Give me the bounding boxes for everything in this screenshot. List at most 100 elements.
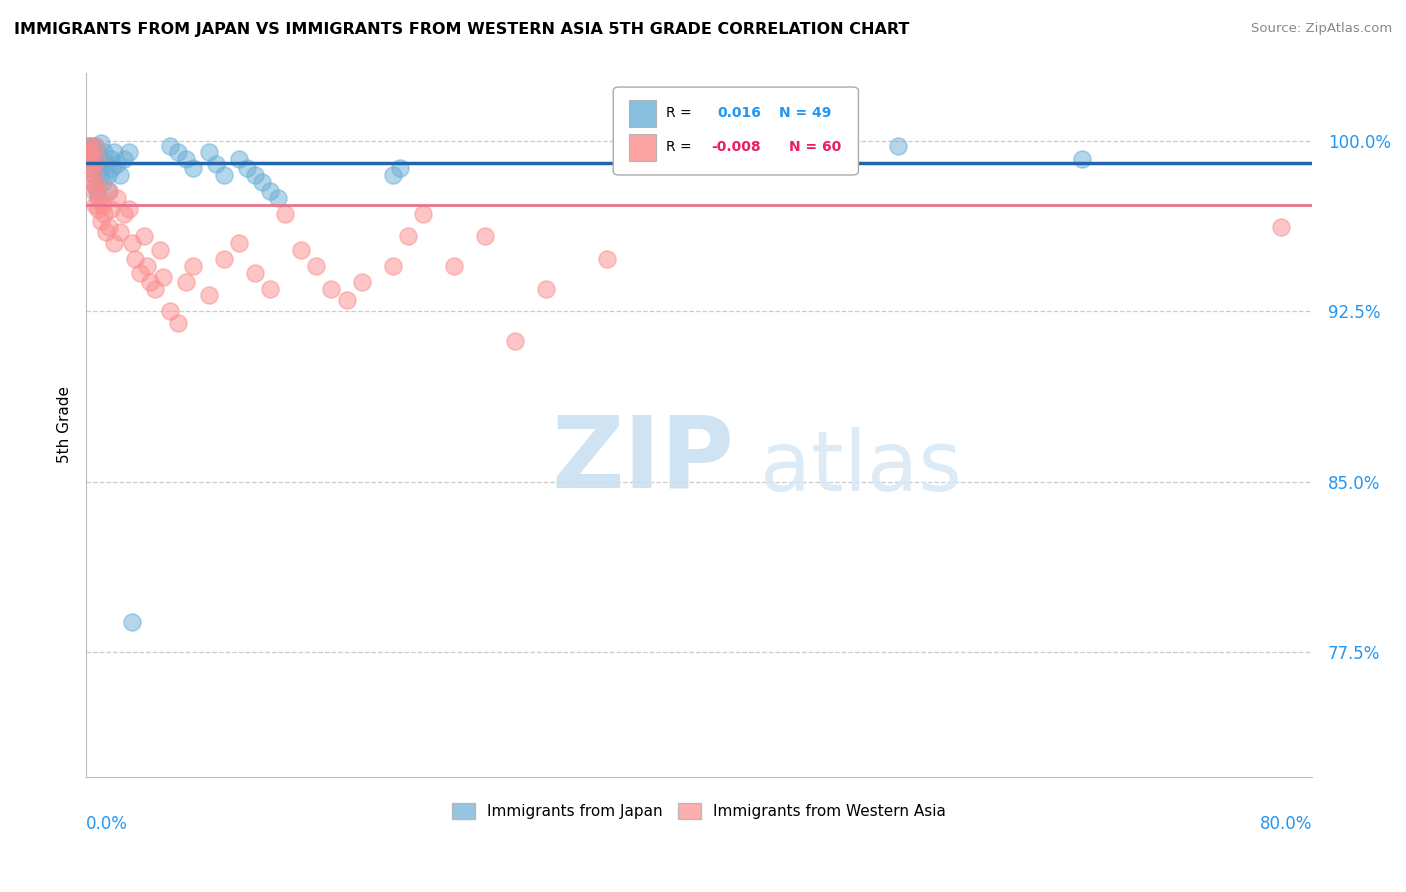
Point: [100, 202, 122, 216]
Point: [83, 184, 105, 198]
Point: [93, 207, 115, 221]
Point: [84, 179, 107, 194]
Bar: [628, 134, 657, 161]
Point: [167, 316, 190, 330]
Point: [86, 145, 108, 160]
Text: N = 60: N = 60: [789, 140, 841, 153]
Point: [84, 197, 107, 211]
Point: [96, 168, 118, 182]
Point: [887, 138, 910, 153]
Text: R =: R =: [666, 140, 696, 153]
Legend: Immigrants from Japan, Immigrants from Western Asia: Immigrants from Japan, Immigrants from W…: [446, 797, 952, 825]
Point: [91, 175, 114, 189]
Point: [259, 184, 281, 198]
Point: [82, 157, 104, 171]
Point: [534, 282, 557, 296]
Point: [86, 153, 108, 167]
Point: [87, 191, 110, 205]
Point: [83, 168, 105, 182]
Point: [79, 161, 101, 176]
Point: [79, 145, 101, 160]
Point: [98, 220, 121, 235]
Point: [90, 168, 112, 182]
Point: [76, 138, 98, 153]
Point: [503, 334, 526, 348]
Point: [86, 179, 108, 194]
Point: [100, 153, 122, 167]
Point: [681, 145, 703, 160]
Point: [103, 236, 125, 251]
Point: [252, 175, 274, 189]
Point: [305, 259, 328, 273]
Point: [381, 259, 404, 273]
Point: [79, 138, 101, 153]
Point: [86, 184, 108, 198]
Point: [121, 236, 143, 251]
Point: [596, 252, 619, 266]
Point: [128, 266, 150, 280]
Point: [159, 304, 181, 318]
FancyBboxPatch shape: [613, 87, 859, 175]
Text: atlas: atlas: [761, 426, 962, 508]
Point: [124, 252, 146, 266]
Point: [108, 168, 131, 182]
Point: [112, 207, 135, 221]
Text: 0.0%: 0.0%: [86, 815, 128, 833]
Point: [82, 145, 104, 160]
Point: [183, 259, 205, 273]
Point: [266, 191, 288, 205]
Point: [77, 153, 100, 167]
Point: [134, 229, 156, 244]
Point: [212, 168, 235, 182]
Point: [174, 153, 197, 167]
Point: [105, 191, 128, 205]
Point: [1071, 153, 1094, 167]
Point: [236, 161, 259, 176]
Point: [290, 243, 312, 257]
Point: [197, 288, 219, 302]
Point: [84, 138, 107, 153]
Point: [105, 157, 128, 171]
Point: [657, 153, 679, 167]
Point: [121, 615, 143, 630]
Text: ZIP: ZIP: [553, 411, 735, 508]
Point: [77, 145, 100, 160]
Point: [79, 153, 101, 167]
Point: [94, 225, 117, 239]
Point: [103, 145, 125, 160]
Point: [101, 161, 124, 176]
Point: [87, 202, 110, 216]
Point: [83, 168, 105, 182]
Point: [82, 175, 104, 189]
Point: [228, 153, 250, 167]
Point: [77, 138, 100, 153]
Point: [112, 153, 135, 167]
Text: Source: ZipAtlas.com: Source: ZipAtlas.com: [1251, 22, 1392, 36]
Point: [228, 236, 250, 251]
Text: -0.008: -0.008: [711, 140, 761, 153]
Point: [396, 229, 419, 244]
Text: N = 49: N = 49: [779, 106, 831, 120]
Point: [143, 282, 166, 296]
Point: [94, 157, 117, 171]
Point: [167, 145, 190, 160]
Point: [159, 138, 181, 153]
Text: 0.016: 0.016: [717, 106, 761, 120]
Point: [84, 138, 107, 153]
Point: [274, 207, 297, 221]
Text: R =: R =: [666, 106, 696, 120]
Point: [149, 243, 172, 257]
Point: [76, 145, 98, 160]
Point: [152, 270, 174, 285]
Point: [243, 168, 266, 182]
Point: [336, 293, 359, 307]
Point: [96, 184, 118, 198]
Point: [389, 161, 412, 176]
Y-axis label: 5th Grade: 5th Grade: [58, 386, 72, 463]
Point: [205, 157, 228, 171]
Point: [212, 252, 235, 266]
Point: [87, 153, 110, 167]
Point: [108, 225, 131, 239]
Point: [136, 259, 159, 273]
Point: [93, 145, 115, 160]
